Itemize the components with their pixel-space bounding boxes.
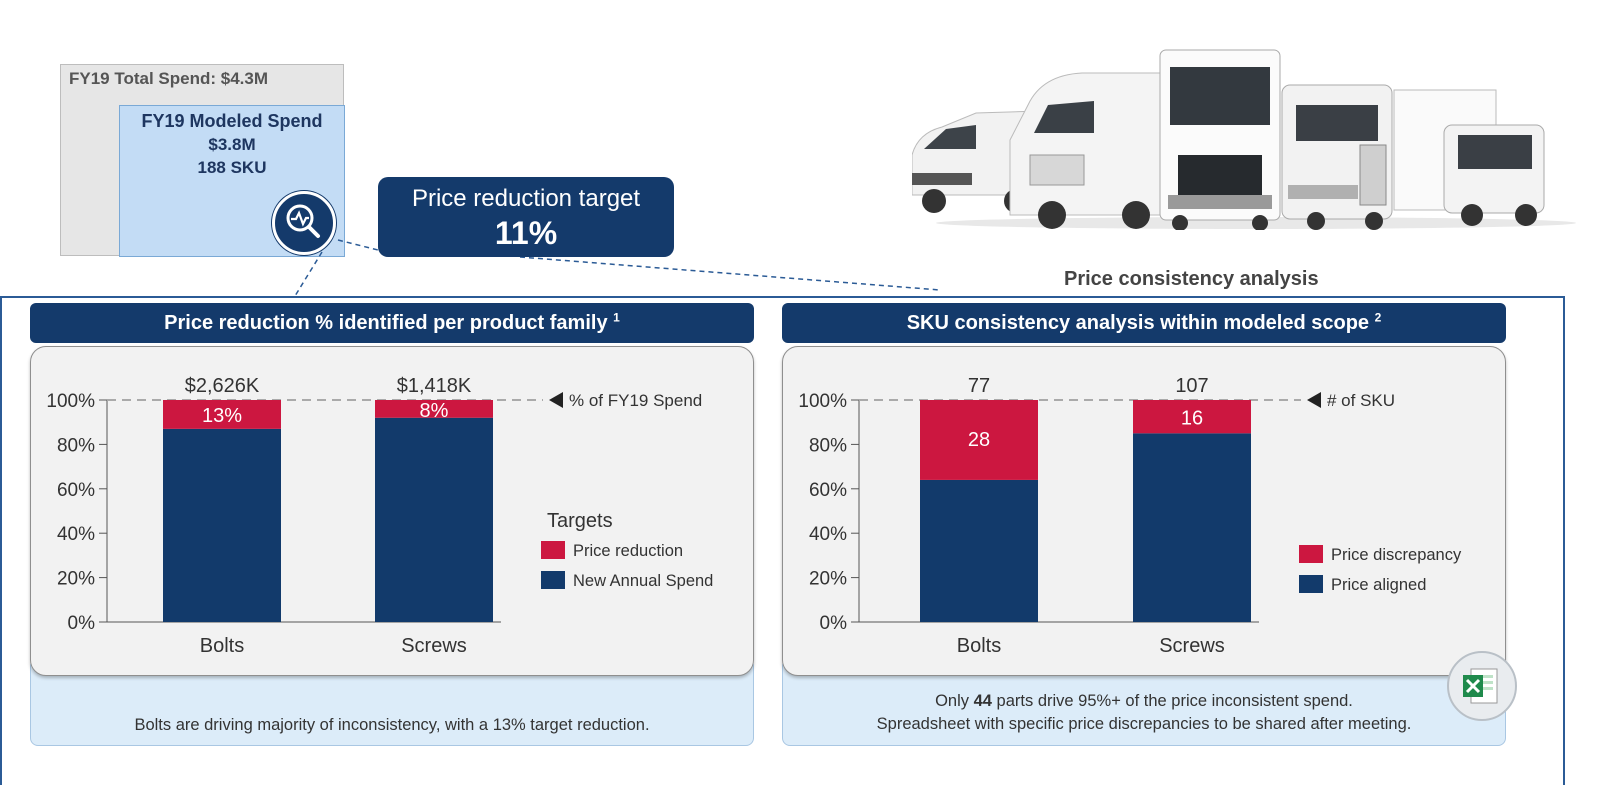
legend-label: Price aligned — [1331, 576, 1426, 594]
legend-swatch — [1299, 545, 1323, 563]
y-tick-label: 100% — [798, 391, 847, 412]
consistency-analysis-title: Price consistency analysis — [1064, 268, 1319, 290]
right-panel-title: SKU consistency analysis within modeled … — [906, 312, 1370, 334]
y-tick-label: 80% — [57, 435, 95, 456]
price-reduction-target-label: Price reduction target — [411, 185, 641, 212]
bar-price-discrepancy — [1133, 400, 1251, 434]
y-tick-label: 60% — [57, 480, 95, 501]
bar-new-annual-spend — [375, 417, 493, 622]
note-parts-count: 44 — [973, 692, 992, 710]
right-panel-footnote: 2 — [1374, 310, 1382, 325]
y-tick-label: 60% — [809, 480, 847, 501]
bar-price-reduction — [375, 400, 493, 418]
truck-4-shape — [1281, 84, 1393, 230]
bar-price-reduction — [163, 400, 281, 429]
note-line1-pre: Only — [935, 692, 974, 710]
legend-label: Price discrepancy — [1331, 546, 1462, 564]
bar-total-label: $1,418K — [397, 375, 472, 397]
bar-data-label: 8% — [420, 400, 449, 422]
x-tick-label: Screws — [1159, 635, 1225, 657]
reference-label: # of SKU — [1327, 391, 1395, 410]
reference-arrow-icon — [1307, 392, 1321, 408]
bar-total-label: 77 — [968, 375, 990, 397]
van-shape — [912, 110, 1041, 213]
note-line1-post: parts drive 95%+ of the price inconsiste… — [991, 692, 1353, 710]
connector-lines — [294, 239, 941, 297]
y-tick-label: 80% — [809, 435, 847, 456]
bar-price-aligned — [1133, 433, 1251, 622]
bar-data-label: 13% — [202, 405, 242, 427]
sku-consistency-chart: 100% 80% 60% 40% 20% 0% # of SKU 28 77 Bolts 16 107… — [798, 375, 1462, 657]
x-tick-label: Bolts — [200, 635, 244, 657]
left-panel-footnote: 1 — [613, 310, 620, 325]
right-panel-note-line2: Spreadsheet with specific price discrepa… — [876, 715, 1412, 733]
bar-total-label: 107 — [1175, 375, 1208, 397]
legend-label: Price reduction — [573, 542, 683, 560]
right-panel-note-line1: Only 44 parts drive 95%+ of the price in… — [783, 692, 1505, 711]
bar-data-label: 16 — [1181, 408, 1203, 430]
price-reduction-target-box: Price reduction target 11% — [378, 177, 674, 257]
bar-price-discrepancy — [920, 400, 1038, 480]
y-tick-label: 20% — [809, 569, 847, 590]
price-reduction-target-value: 11% — [494, 215, 558, 251]
bar-new-annual-spend — [163, 428, 281, 622]
legend-swatch — [1299, 575, 1323, 593]
right-chart-card: 100% 80% 60% 40% 20% 0% # of SKU 28 77 Bolts 16 107… — [782, 346, 1506, 676]
y-tick-label: 0% — [820, 613, 848, 634]
bar-data-label: 28 — [968, 429, 990, 451]
left-chart-card: 100% 80% 60% 40% 20% 0% % of FY19 Spend 13% $2,6… — [30, 346, 754, 676]
y-tick-label: 40% — [809, 524, 847, 545]
magnifier-chart-icon — [272, 191, 336, 255]
legend-title: Targets — [547, 510, 613, 532]
total-spend-box: FY19 Total Spend: $4.3M FY19 Modeled Spe… — [60, 64, 345, 257]
total-spend-label: FY19 Total Spend: $4.3M — [69, 69, 269, 88]
left-panel-title: Price reduction % identified per product… — [164, 312, 608, 334]
right-panel-header: SKU consistency analysis within modeled … — [782, 303, 1506, 343]
y-tick-label: 20% — [57, 569, 95, 590]
y-tick-label: 100% — [46, 391, 95, 412]
modeled-spend-label: FY19 Modeled Spend — [141, 111, 323, 131]
reference-arrow-icon — [549, 392, 563, 408]
x-tick-label: Bolts — [957, 635, 1001, 657]
bar-total-label: $2,626K — [185, 375, 260, 397]
x-tick-label: Screws — [401, 635, 467, 657]
legend-swatch — [541, 541, 565, 559]
trucks-image — [912, 49, 1576, 230]
y-tick-label: 0% — [68, 613, 96, 634]
bar-price-aligned — [920, 479, 1038, 622]
legend-label: New Annual Spend — [573, 572, 713, 590]
truck-2-shape — [1009, 72, 1163, 229]
reference-label: % of FY19 Spend — [569, 391, 702, 410]
modeled-spend-value: $3.8M — [208, 135, 256, 154]
truck-5-shape — [1393, 89, 1545, 226]
left-panel-header: Price reduction % identified per product… — [30, 303, 754, 343]
excel-icon[interactable] — [1447, 651, 1517, 721]
truck-3-shape — [1159, 49, 1281, 230]
left-panel-note-text: Bolts are driving majority of inconsiste… — [134, 716, 650, 734]
price-reduction-chart: 100% 80% 60% 40% 20% 0% % of FY19 Spend 13% $2,6… — [46, 375, 713, 657]
modeled-sku-count: 188 SKU — [197, 158, 267, 177]
legend-swatch — [541, 571, 565, 589]
y-tick-label: 40% — [57, 524, 95, 545]
